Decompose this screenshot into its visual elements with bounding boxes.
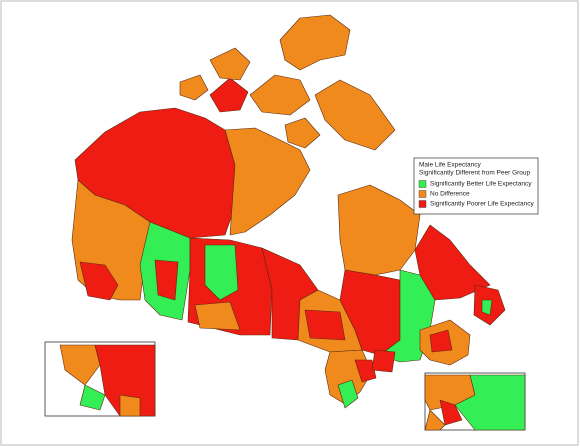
legend-swatch: [418, 190, 427, 198]
region: [194, 301, 241, 331]
region: [179, 74, 209, 101]
region: [284, 117, 321, 149]
region: [414, 224, 491, 301]
legend-label: Significantly Better Life Expectancy: [430, 181, 532, 188]
region: [154, 259, 179, 301]
legend-title: Male Life Expectancy: [419, 162, 482, 169]
legend-box: [413, 157, 539, 215]
inset-regions: [424, 374, 526, 431]
region: [454, 374, 526, 431]
region: [209, 47, 251, 81]
legend-swatch: [418, 180, 427, 188]
region: [279, 14, 351, 71]
region: [59, 344, 101, 386]
legend-label: Significantly Poorer Life Expectancy: [430, 201, 534, 208]
legend: Male Life Expectancy Significantly Diffe…: [413, 157, 539, 215]
region: [314, 79, 396, 151]
legend-title: Significantly Different from Peer Group: [419, 170, 531, 177]
region: [439, 399, 463, 426]
region: [371, 349, 396, 373]
region: [424, 409, 446, 431]
region: [224, 127, 311, 236]
region: [204, 244, 239, 301]
region: [429, 329, 453, 353]
region: [354, 359, 377, 383]
region: [79, 261, 119, 301]
region: [209, 77, 249, 113]
region: [304, 309, 346, 341]
region: [119, 394, 141, 417]
legend-label: No Difference: [430, 191, 470, 198]
region: [337, 184, 421, 276]
inset-regions: [59, 344, 156, 417]
region: [337, 379, 359, 409]
regions: [71, 14, 506, 409]
legend-swatch: [418, 200, 427, 208]
region: [481, 299, 493, 316]
region: [79, 384, 106, 411]
region: [249, 74, 311, 116]
